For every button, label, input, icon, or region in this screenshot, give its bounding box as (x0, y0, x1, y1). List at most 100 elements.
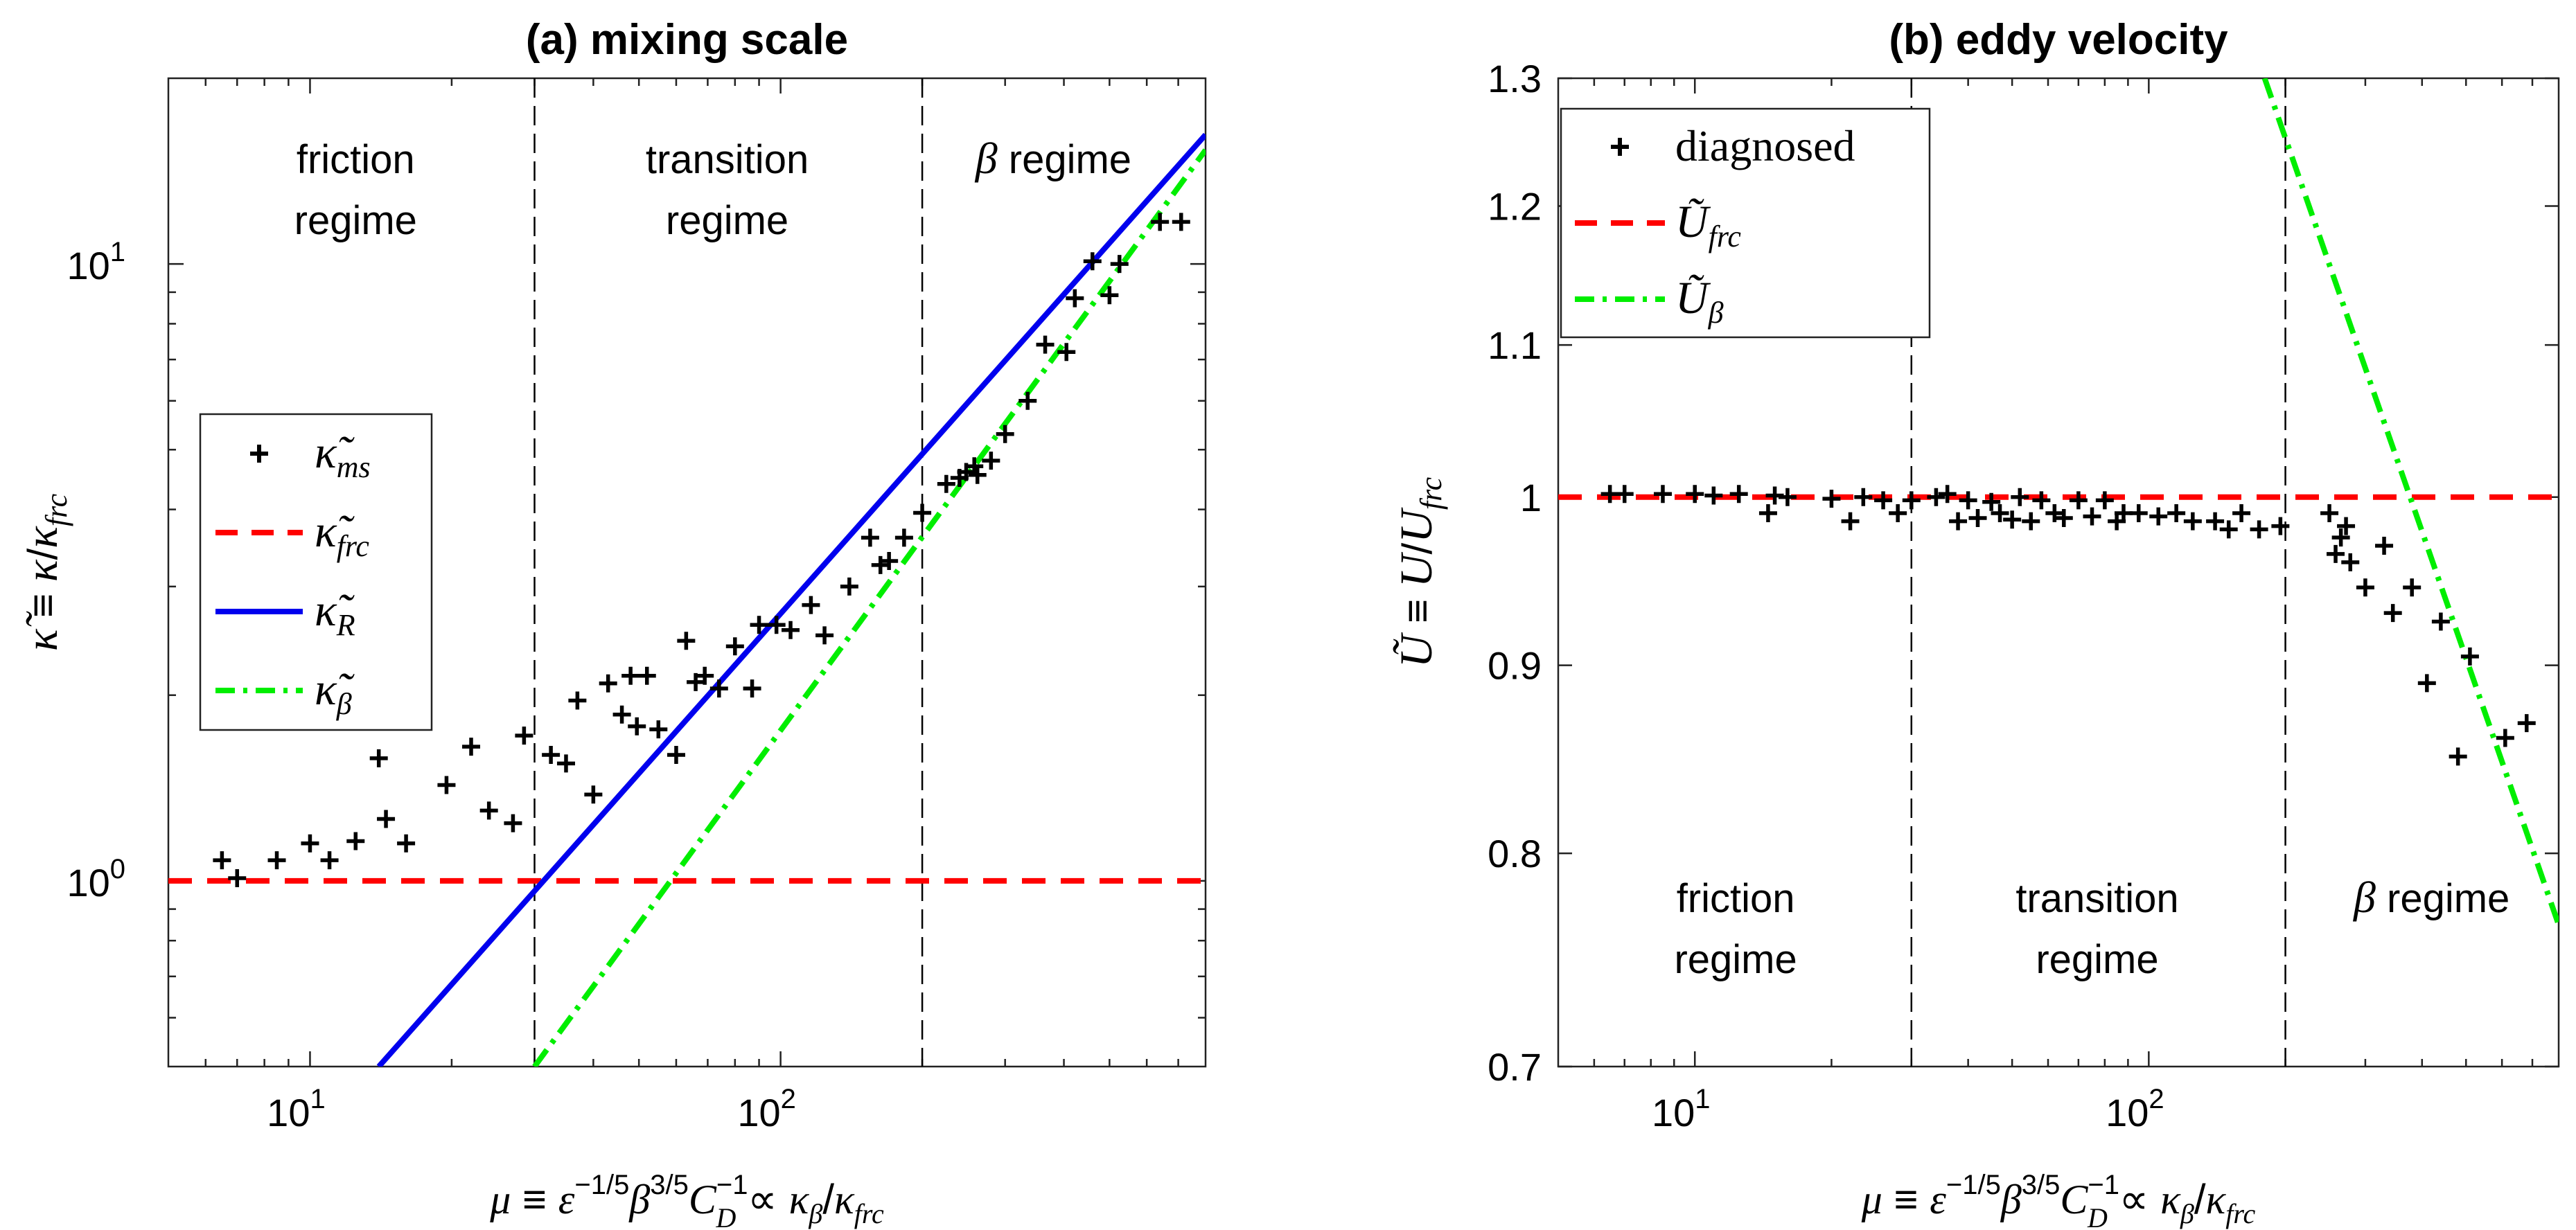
data-point-marker (2431, 612, 2450, 631)
regime-label: regime (2036, 937, 2158, 982)
y-axis-label: κ̃ ≡ κ/κfrc (17, 493, 73, 651)
data-point-marker (462, 738, 481, 756)
data-point-marker (725, 637, 744, 656)
data-point-marker (2232, 503, 2251, 522)
y-tick-label: 1 (1520, 476, 1542, 519)
data-point-marker (815, 626, 834, 645)
data-point-marker (982, 452, 1000, 470)
data-point-marker (667, 746, 685, 765)
data-point-marker (937, 474, 955, 493)
data-point-marker (2331, 528, 2350, 547)
data-point-marker (479, 801, 498, 820)
data-point-marker (1704, 486, 1723, 505)
data-point-marker (2271, 517, 2290, 535)
data-point-marker (2022, 512, 2040, 531)
data-point-marker (1927, 488, 1946, 506)
data-point-marker (320, 851, 339, 870)
data-point-marker (437, 776, 456, 794)
data-point-marker (2496, 729, 2514, 747)
data-point-marker (397, 834, 416, 853)
data-point-marker (1172, 213, 1190, 231)
regime-label: regime (1674, 937, 1797, 982)
legend-box (199, 413, 433, 731)
data-point-marker (1653, 485, 1672, 503)
data-point-marker (2417, 674, 2436, 693)
plot-series (168, 132, 1206, 1067)
x-axis-label: μ ≡ ε−1/5β3/5C−1 D ∝ κβ/κfrc (489, 1170, 884, 1230)
data-point-marker (1083, 252, 1102, 271)
data-point-marker (612, 705, 631, 724)
data-point-marker (637, 666, 656, 685)
data-point-marker (996, 425, 1014, 443)
y-tick-label: 1.1 (1488, 323, 1542, 367)
data-point-marker (1968, 508, 1987, 527)
data-point-marker (696, 666, 714, 685)
y-tick-label: 1.3 (1488, 57, 1542, 100)
panel-a-mixing-scale: 101 102 100 101 friction regime transition regi… (17, 16, 1207, 1230)
data-point-marker (1615, 485, 1634, 503)
data-point-marker (1110, 255, 1129, 274)
data-point-marker (515, 727, 533, 745)
data-point-marker (968, 465, 987, 484)
data-point-marker (2054, 508, 2073, 527)
data-point-marker (542, 746, 561, 765)
regime-label: regime (294, 198, 417, 243)
regime-label: friction (297, 137, 415, 182)
data-point-marker (2337, 517, 2356, 535)
data-point-marker (2356, 578, 2374, 597)
y-tick-label: 1.2 (1488, 185, 1542, 229)
data-point-marker (1938, 485, 1957, 503)
data-point-marker (621, 666, 640, 685)
x-axis-label: μ ≡ ε−1/5β3/5C−1 D ∝ κβ/κfrc (1861, 1170, 2256, 1230)
data-point-marker (1949, 512, 1968, 531)
regime-label: friction (1677, 876, 1795, 921)
panel-b-eddy-velocity: 101 102 0.7 0.8 0.9 1 1.1 1.2 1.3 friction regime t… (1391, 16, 2560, 1230)
data-point-marker (2517, 714, 2536, 733)
data-point-marker (767, 616, 786, 634)
legend: diagnosed Ũfrc Ũβ (1560, 107, 1931, 339)
data-point-marker (2403, 578, 2421, 597)
data-point-marker (1889, 503, 1907, 522)
data-point-marker (228, 869, 247, 888)
y-tick-label: 0.8 (1488, 832, 1542, 875)
data-point-marker (1778, 488, 1797, 506)
data-point-marker (2183, 512, 2202, 531)
data-point-marker (1902, 491, 1921, 510)
x-tick-label: 101 (1652, 1084, 1711, 1134)
data-point-marker (2011, 488, 2029, 506)
data-point-marker (677, 632, 696, 650)
data-point-marker (267, 851, 286, 870)
data-point-marker (2149, 507, 2168, 526)
beta-scaling-line (532, 148, 1206, 1067)
data-point-marker (709, 679, 728, 698)
legend-marker-plus (1611, 138, 1629, 156)
legend-marker-plus (250, 445, 268, 463)
data-point-marker (782, 621, 800, 639)
data-point-marker (504, 814, 522, 832)
data-point-marker (649, 720, 668, 739)
data-point-marker (369, 749, 388, 767)
data-point-marker (2095, 491, 2114, 510)
data-point-marker (1036, 335, 1055, 354)
y-tick-label: 0.9 (1488, 644, 1542, 688)
data-point-marker (2069, 491, 2088, 510)
y-tick-label: 0.7 (1488, 1045, 1542, 1089)
panel-title: (a) mixing scale (526, 16, 848, 64)
regime-label: β regime (2352, 873, 2509, 922)
data-point-marker (1874, 491, 1893, 510)
legend-label: Ũfrc (1675, 197, 1741, 253)
data-point-marker (1758, 503, 1777, 522)
data-point-marker (1959, 491, 1977, 510)
data-point-marker (599, 674, 617, 693)
data-point-marker (1729, 485, 1748, 503)
data-point-marker (880, 552, 899, 571)
data-point-marker (2460, 647, 2479, 666)
data-point-marker (1100, 286, 1119, 305)
data-point-marker (584, 785, 603, 804)
data-point-marker (2045, 503, 2064, 522)
data-point-marker (628, 717, 646, 736)
data-point-marker (2206, 512, 2225, 531)
minor-ticks (168, 78, 1206, 1067)
data-point-marker (346, 832, 365, 850)
y-tick-label: 100 (67, 854, 125, 904)
